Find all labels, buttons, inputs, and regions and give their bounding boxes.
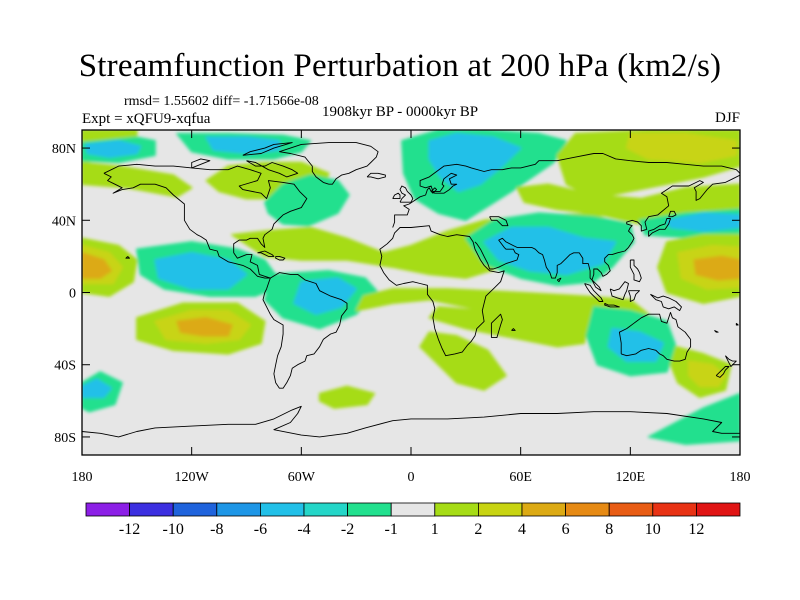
colorbar-swatch bbox=[608, 502, 654, 517]
coastline-18 bbox=[366, 172, 386, 180]
coastline-22 bbox=[242, 142, 293, 156]
coastline-21 bbox=[246, 160, 299, 178]
x-tick-label: 120E bbox=[616, 470, 646, 485]
contour-region-southern-ocean-negative-east bbox=[647, 392, 740, 445]
coastline-8 bbox=[584, 283, 604, 302]
colorbar-swatch bbox=[390, 502, 436, 517]
contour-region-south-pacific-positive-core bbox=[176, 317, 233, 337]
coastline-27 bbox=[82, 405, 740, 438]
colorbar-swatch bbox=[129, 502, 174, 517]
coastline-11 bbox=[628, 290, 640, 302]
coastline-3 bbox=[392, 153, 740, 228]
colorbar-swatch bbox=[696, 502, 741, 517]
coastline-33 bbox=[125, 256, 130, 259]
chart-title: Streamfunction Perturbation at 200 hPa (… bbox=[78, 48, 722, 84]
coastline-26 bbox=[556, 277, 562, 283]
x-tick-label: 180 bbox=[730, 470, 751, 485]
colorbar-label: 10 bbox=[645, 521, 661, 538]
colorbar-label: -10 bbox=[163, 521, 184, 538]
coastline-30 bbox=[511, 328, 516, 331]
contour-fill-group bbox=[82, 130, 740, 445]
stats-line: rmsd= 1.55602 diff= -1.71566e-08 bbox=[124, 94, 319, 109]
coastline-29 bbox=[489, 216, 509, 227]
x-tick-label: 0 bbox=[408, 470, 415, 485]
colorbar-label: -4 bbox=[297, 521, 310, 538]
contour-region-indian-ocean-positive bbox=[428, 306, 588, 348]
coastline-1 bbox=[262, 272, 348, 389]
contour-region-south-atlantic-positive-small bbox=[318, 385, 376, 409]
coastline-13 bbox=[629, 259, 642, 283]
x-tick-label: 120W bbox=[175, 470, 210, 485]
contour-region-tropical-pacific-negative-core bbox=[154, 252, 248, 290]
experiment-label: Expt = xQFU9-xqfua bbox=[82, 111, 211, 127]
coastline-20 bbox=[191, 158, 211, 169]
contour-region-new-zealand-positive-core bbox=[688, 360, 727, 388]
colorbar-swatch bbox=[652, 502, 697, 517]
contour-region-south-america-negative-core bbox=[293, 277, 357, 315]
colorbar-label: 6 bbox=[562, 521, 570, 538]
coastline-25 bbox=[490, 313, 503, 339]
coastline-0 bbox=[103, 163, 308, 279]
colorbar-label: 8 bbox=[605, 521, 613, 538]
contour-region-north-pacific-negative-core bbox=[84, 140, 142, 158]
coastline-15 bbox=[668, 210, 677, 218]
colorbar-swatch bbox=[434, 502, 479, 517]
y-tick-label: 40N bbox=[52, 214, 76, 229]
colorbar-label: -2 bbox=[341, 521, 354, 538]
y-tick-label: 40S bbox=[54, 359, 76, 374]
coastline-group bbox=[82, 142, 740, 438]
coastline-17 bbox=[392, 192, 401, 200]
coastline-31 bbox=[714, 329, 719, 333]
contour-region-southern-ocean-negative-west-core bbox=[82, 378, 112, 398]
coastline-23 bbox=[257, 250, 275, 257]
coastline-5 bbox=[618, 311, 692, 362]
colorbar-label: 4 bbox=[518, 521, 526, 538]
coastline-2 bbox=[379, 225, 505, 357]
y-tick-label: 80N bbox=[52, 142, 76, 157]
y-tick-label: 0 bbox=[69, 287, 76, 302]
contour-region-west-pacific-positive-core bbox=[693, 255, 740, 281]
colorbar-label: 2 bbox=[474, 521, 482, 538]
colorbar-swatch bbox=[85, 502, 130, 517]
colorbar-label: -8 bbox=[210, 521, 223, 538]
y-tick-label: 80S bbox=[54, 431, 76, 446]
coastline-24 bbox=[275, 255, 286, 261]
coastline-19 bbox=[278, 142, 379, 185]
colorbar-swatch bbox=[303, 502, 348, 517]
coastline-4 bbox=[474, 174, 740, 292]
colorbar-swatch bbox=[259, 502, 305, 517]
colorbar-label: -12 bbox=[119, 521, 140, 538]
colorbar-swatch bbox=[347, 502, 392, 517]
contour-region-australia-negative-core bbox=[607, 327, 664, 362]
coastline-10 bbox=[609, 281, 629, 301]
coastline-16 bbox=[399, 185, 414, 203]
colorbar-swatch bbox=[565, 502, 610, 517]
contour-region-asia-positive-core bbox=[625, 132, 738, 164]
x-tick-label: 180 bbox=[72, 470, 93, 485]
coastline-28 bbox=[430, 187, 438, 194]
colorbar: -12 -10 -8 -6 -4 -2 -1 1 2 4 6 8 10 12 bbox=[85, 502, 741, 538]
coastline-12 bbox=[650, 293, 682, 312]
colorbar-label: -6 bbox=[254, 521, 267, 538]
coastline-9 bbox=[604, 302, 620, 308]
contour-region-east-pacific-positive-core bbox=[82, 252, 112, 279]
x-tick-label: 60E bbox=[509, 470, 532, 485]
colorbar-swatch bbox=[172, 502, 218, 517]
colorbar-label: -1 bbox=[385, 521, 398, 538]
x-tick-label: 60W bbox=[288, 470, 316, 485]
coastline-7 bbox=[715, 366, 730, 378]
coastline-32 bbox=[735, 322, 739, 326]
colorbar-label: 1 bbox=[431, 521, 439, 538]
contour-region-north-pacific-negative-east-core bbox=[666, 212, 740, 232]
colorbar-swatch bbox=[521, 502, 566, 517]
colorbar-label: 12 bbox=[688, 521, 704, 538]
colorbar-swatch bbox=[216, 502, 261, 517]
colorbar-swatch bbox=[477, 502, 523, 517]
coastline-14 bbox=[648, 218, 671, 237]
period-label: 1908kyr BP - 0000kyr BP bbox=[322, 104, 479, 120]
contour-region-nw-atlantic-negative bbox=[264, 174, 350, 227]
season-label: DJF bbox=[714, 110, 740, 126]
